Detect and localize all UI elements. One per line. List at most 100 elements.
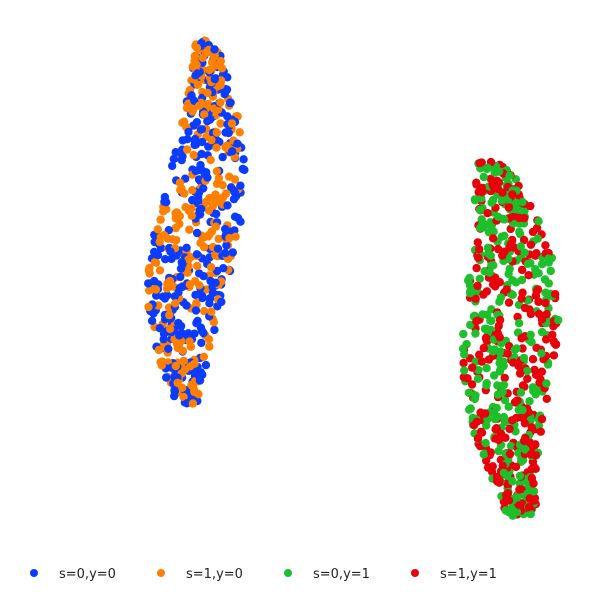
scatter-point — [517, 265, 527, 275]
scatter-point — [154, 345, 164, 355]
scatter-point — [475, 158, 484, 168]
scatter-point — [210, 45, 219, 54]
scatter-point — [194, 188, 203, 198]
scatter-point — [513, 493, 522, 502]
scatter-point — [531, 464, 540, 473]
scatter-point — [508, 416, 517, 425]
scatter-point — [184, 329, 193, 338]
scatter-point — [477, 357, 487, 366]
scatter-point — [477, 194, 486, 203]
scatter-point — [470, 196, 480, 205]
scatter-point — [471, 329, 480, 338]
scatter-point — [173, 378, 182, 388]
scatter-point — [150, 276, 159, 286]
scatter-point — [216, 98, 225, 107]
scatter-point — [516, 413, 526, 422]
scatter-point — [531, 370, 541, 379]
scatter-point — [205, 294, 215, 303]
legend-item: s=0,y=0 — [30, 567, 116, 582]
scatter-point — [522, 366, 532, 376]
scatter-point — [171, 361, 180, 371]
scatter-point — [523, 259, 533, 268]
scatter-point — [202, 101, 212, 110]
scatter-point — [486, 448, 495, 457]
scatter-point — [473, 434, 483, 443]
scatter-point — [203, 173, 212, 182]
scatter-point — [192, 300, 201, 309]
scatter-point — [511, 198, 521, 208]
scatter-point — [216, 76, 226, 85]
scatter-point — [459, 358, 468, 368]
scatter-point — [523, 374, 532, 383]
scatter-point — [467, 380, 477, 389]
scatter-point — [464, 388, 474, 397]
scatter-point — [475, 350, 484, 359]
scatter-point — [532, 249, 541, 258]
scatter-point — [549, 351, 559, 360]
scatter-point — [197, 338, 206, 348]
scatter-point — [514, 319, 524, 328]
scatter-point — [479, 172, 488, 182]
scatter-point — [221, 248, 230, 258]
scatter-point — [207, 227, 217, 236]
scatter-point — [201, 360, 211, 370]
scatter-point — [515, 369, 525, 378]
scatter-point — [491, 282, 500, 291]
scatter-point — [144, 266, 154, 275]
scatter-point — [468, 363, 477, 372]
scatter-point — [205, 193, 214, 203]
scatter-point — [217, 297, 226, 307]
scatter-point — [498, 461, 507, 470]
scatter-point — [542, 309, 551, 319]
scatter-point — [191, 306, 201, 315]
scatter-point — [217, 195, 226, 204]
scatter-point — [193, 80, 203, 90]
scatter-point — [188, 186, 197, 195]
scatter-point — [501, 433, 510, 442]
scatter-point — [204, 335, 214, 344]
scatter-point — [528, 227, 538, 237]
scatter-point — [495, 315, 505, 325]
scatter-point — [201, 48, 211, 58]
scatter-point — [227, 119, 237, 128]
scatter-point — [534, 217, 543, 226]
scatter-point — [500, 373, 509, 383]
scatter-point — [534, 297, 543, 306]
scatter-point — [176, 272, 185, 282]
scatter-point — [186, 342, 196, 351]
scatter-point — [162, 284, 172, 293]
scatter-point — [233, 139, 242, 148]
scatter-point — [192, 43, 202, 52]
scatter-point — [221, 128, 230, 137]
scatter-point — [471, 294, 480, 303]
scatter-point — [518, 405, 527, 415]
scatter-point — [504, 203, 513, 212]
scatter-point — [520, 419, 530, 428]
scatter-point — [180, 365, 189, 374]
scatter-point — [170, 386, 179, 395]
scatter-point — [165, 276, 175, 286]
scatter-point — [517, 499, 527, 508]
scatter-point — [540, 275, 550, 284]
scatter-point — [494, 446, 503, 456]
scatter-point — [508, 190, 517, 199]
scatter-point — [541, 298, 550, 308]
scatter-point — [219, 264, 228, 273]
scatter-point — [518, 288, 527, 297]
scatter-point — [506, 239, 516, 249]
scatter-point — [164, 344, 173, 353]
scatter-point — [210, 52, 219, 61]
legend-marker — [411, 569, 419, 577]
scatter-point — [534, 421, 544, 430]
scatter-point — [526, 450, 536, 459]
scatter-point — [195, 376, 205, 385]
scatter-point — [182, 103, 192, 113]
scatter-point — [475, 245, 484, 254]
scatter-point — [488, 195, 498, 205]
scatter-point — [481, 409, 490, 418]
scatter-point — [482, 287, 492, 296]
scatter-point — [524, 503, 534, 512]
scatter-point — [479, 450, 488, 459]
scatter-point — [197, 125, 206, 134]
scatter-point — [150, 258, 160, 267]
